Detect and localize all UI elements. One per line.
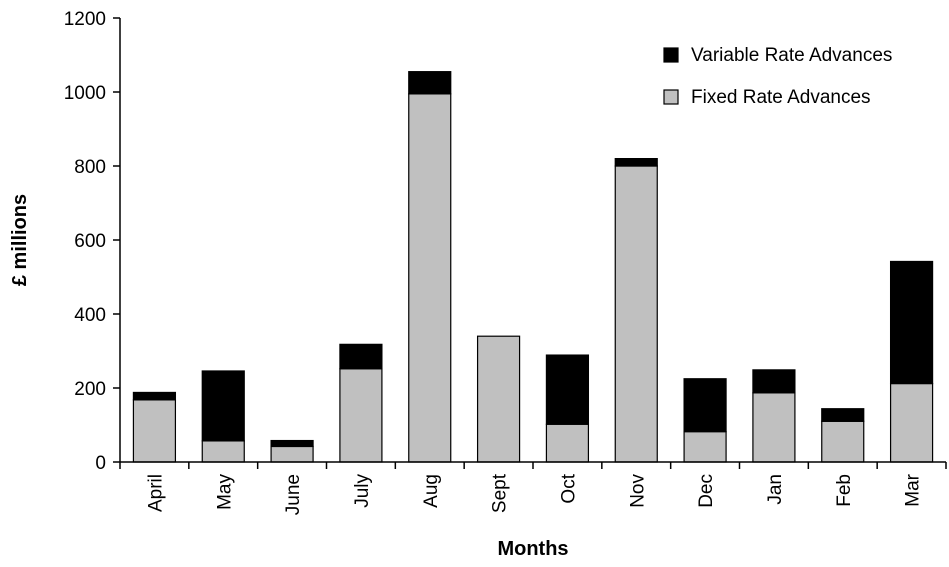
legend-label: Variable Rate Advances — [691, 45, 892, 66]
x-tick-label: Dec — [696, 474, 717, 508]
bar-variable-rate — [821, 408, 865, 422]
x-tick-label: Aug — [421, 474, 442, 508]
bar-fixed-rate — [132, 399, 177, 463]
bar-variable-rate — [201, 370, 245, 442]
legend-label: Fixed Rate Advances — [691, 87, 871, 108]
bar-fixed-rate — [476, 335, 521, 463]
x-tick-label: Oct — [558, 473, 579, 503]
bar-fixed-rate — [339, 368, 383, 463]
bar-fixed-rate — [408, 93, 452, 463]
y-tick-label: 1000 — [64, 83, 106, 104]
y-tick-label: 400 — [74, 305, 106, 326]
bar-variable-rate — [545, 354, 590, 425]
bar-variable-rate — [614, 158, 658, 167]
x-ticks-group: April May June July Aug Sept Oct Nov Dec Jan Feb Ma… — [119, 462, 947, 515]
x-axis-title: Months — [497, 538, 568, 560]
bars-group — [132, 71, 934, 463]
x-tick-label: Nov — [627, 474, 648, 508]
legend: Variable Rate Advances Fixed Rate Advance… — [663, 45, 892, 108]
x-tick-label: April — [145, 474, 166, 512]
y-tick-label: 200 — [74, 379, 106, 400]
bar-fixed-rate — [683, 431, 727, 463]
bar-variable-rate — [889, 260, 934, 385]
bar-fixed-rate — [614, 165, 658, 463]
y-tick-label: 0 — [95, 453, 106, 474]
x-tick-label: July — [352, 474, 373, 508]
x-tick-label: May — [214, 474, 235, 510]
x-tick-label: Jan — [765, 474, 786, 505]
x-tick-label: Sept — [490, 473, 511, 513]
bar-fixed-rate — [270, 445, 314, 463]
x-tick-label: June — [283, 474, 304, 515]
legend-swatch — [663, 47, 679, 63]
bar-variable-rate — [408, 71, 452, 95]
y-tick-label: 600 — [74, 231, 106, 252]
bar-fixed-rate — [545, 423, 590, 463]
x-tick-label: Mar — [903, 473, 924, 506]
x-tick-label: Feb — [834, 474, 855, 507]
bar-fixed-rate — [889, 382, 934, 463]
bar-fixed-rate — [201, 440, 245, 463]
bar-fixed-rate — [821, 420, 865, 463]
bar-variable-rate — [339, 343, 383, 370]
bar-variable-rate — [132, 391, 177, 401]
legend-swatch — [663, 89, 679, 105]
y-ticks-group: 0 200 400 600 800 1000 1200 — [64, 9, 120, 474]
y-axis-title: £ millions — [9, 194, 31, 286]
bar-variable-rate — [752, 369, 796, 394]
y-tick-label: 1200 — [64, 9, 106, 30]
bar-variable-rate — [683, 378, 727, 433]
bar-fixed-rate — [752, 392, 796, 463]
y-tick-label: 800 — [74, 157, 106, 178]
bar-variable-rate — [270, 439, 314, 448]
